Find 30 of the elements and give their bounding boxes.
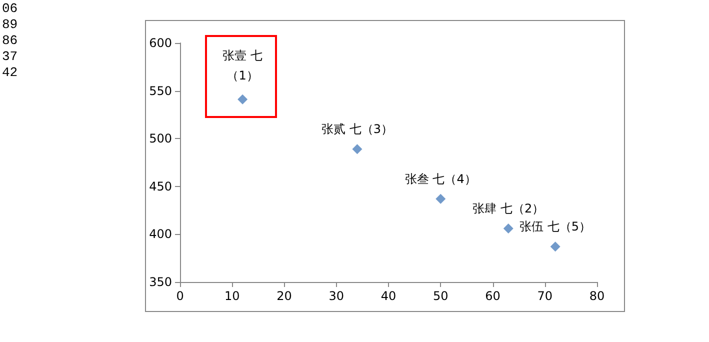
x-tick-label: 30	[328, 289, 344, 303]
y-tick-label: 400	[149, 227, 172, 242]
x-tick-label: 80	[589, 289, 605, 303]
text: 37	[2, 49, 18, 65]
point	[436, 194, 446, 204]
text: 89	[2, 17, 18, 33]
annotation: 张肆 七（2）	[472, 201, 544, 216]
y-tick-label: 550	[149, 84, 172, 98]
point	[238, 94, 248, 104]
x-tick-label: 60	[485, 289, 500, 303]
x-tick-label: 20	[276, 289, 292, 303]
y-tick-label: 450	[149, 179, 172, 194]
x-tick-label: 70	[537, 289, 553, 303]
x-tick-label: 10	[224, 289, 240, 303]
y-tick-label: 350	[149, 275, 172, 289]
x-tick-label: 0	[176, 289, 184, 303]
y-tick-label: 500	[149, 132, 172, 146]
annotation: 张贰 七（3）	[322, 122, 393, 136]
annotation: 张伍 七（5）	[520, 220, 592, 234]
x-tick-label: 40	[380, 289, 396, 303]
annotation: 张叁 七（4）	[404, 172, 476, 186]
point	[550, 242, 560, 252]
point	[503, 223, 514, 234]
x-tick-label: 50	[432, 289, 448, 303]
text: 06	[2, 1, 18, 17]
point	[352, 144, 362, 154]
text: 86	[2, 33, 18, 49]
y-tick-label: 600	[149, 36, 172, 50]
annotation: 张壹 七（1）	[222, 48, 262, 82]
text: 42	[2, 65, 18, 81]
